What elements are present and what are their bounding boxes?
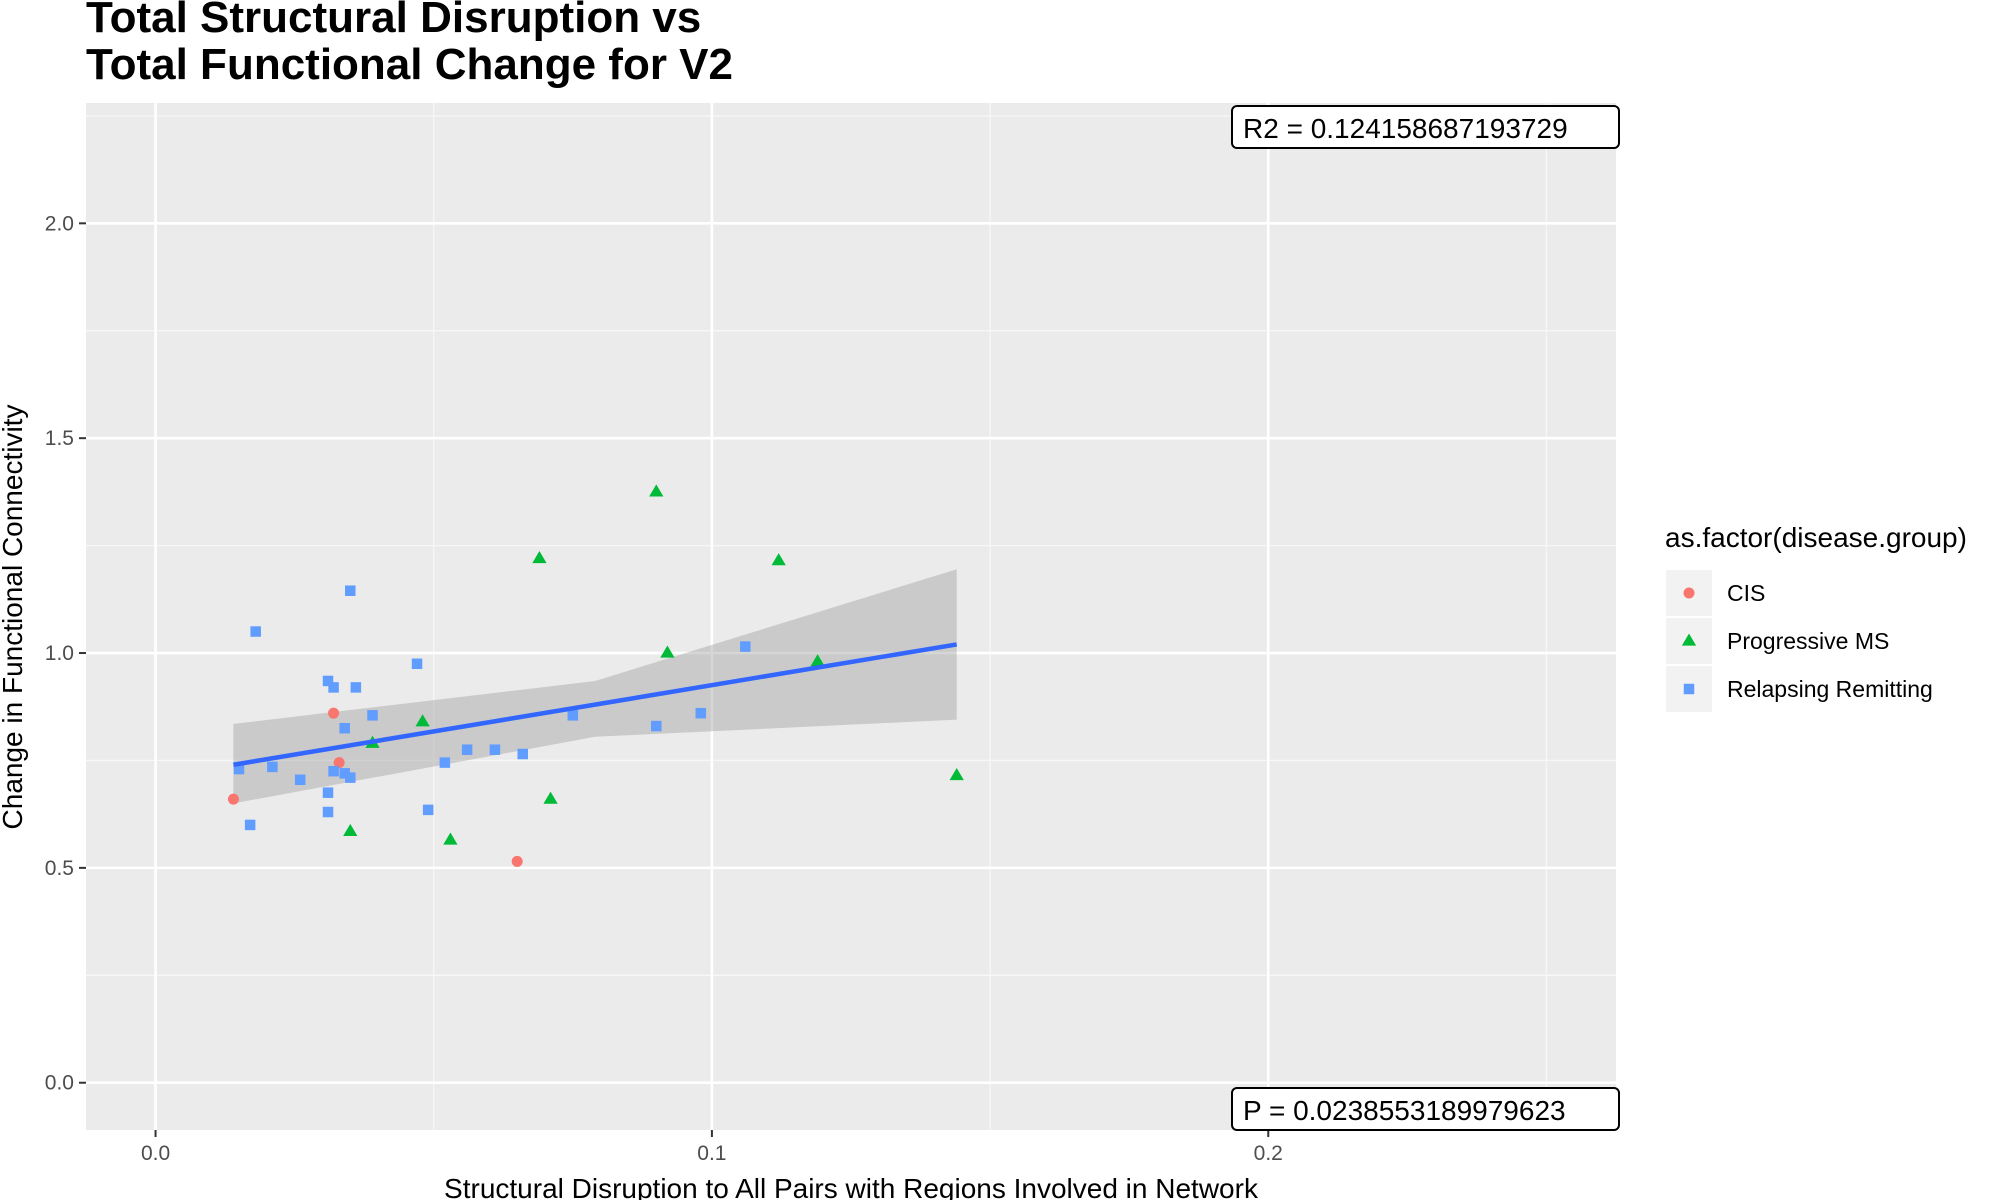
data-point-progressive-ms	[532, 550, 547, 564]
p-annotation-text: P = 0.0238553189979623	[1243, 1095, 1566, 1126]
axis-ticks	[79, 222, 1270, 1137]
r2-annotation: R2 = 0.124158687193729	[1231, 105, 1620, 149]
x-tick-label: 0.1	[697, 1142, 726, 1165]
data-point-relapsing-remitting	[461, 744, 473, 755]
data-point-relapsing-remitting	[345, 772, 356, 783]
data-point-relapsing-remitting	[422, 804, 434, 816]
data-point-relapsing-remitting	[567, 710, 579, 721]
chart-title-line-1: Total Structural Disruption vs	[86, 0, 701, 42]
p-annotation: P = 0.0238553189979623	[1231, 1087, 1620, 1131]
minor-gridlines	[86, 103, 1616, 1130]
axis-tick-labels: 0.0 0.1 0.2 0.0 0.5 1.0 1.5 2.0	[45, 212, 1283, 1165]
regression-line	[233, 642, 958, 767]
r2-annotation-box	[1231, 105, 1620, 149]
data-point-relapsing-remitting	[411, 658, 423, 670]
legend-key-progressive-ms	[1681, 633, 1697, 646]
y-tick-label: 2.0	[45, 212, 74, 235]
data-point-progressive-ms	[343, 823, 358, 837]
x-tick-label: 0.2	[1254, 1142, 1283, 1165]
data-point-relapsing-remitting	[233, 763, 245, 775]
data-point-relapsing-remitting	[367, 710, 378, 721]
data-point-relapsing-remitting	[267, 761, 278, 773]
data-points-layer	[227, 484, 964, 867]
y-tick-label: 0.0	[45, 1072, 74, 1095]
y-axis-title: Change in Functional Connectivity	[0, 405, 28, 830]
data-point-cis	[227, 793, 239, 805]
x-tick-label: 0.0	[141, 1142, 170, 1165]
data-point-relapsing-remitting	[322, 787, 334, 798]
data-point-relapsing-remitting	[350, 682, 362, 693]
data-point-progressive-ms	[771, 553, 786, 566]
legend-key-relapsing-remitting	[1683, 683, 1695, 695]
data-point-progressive-ms	[415, 714, 430, 727]
data-point-progressive-ms	[660, 645, 675, 658]
data-point-relapsing-remitting	[250, 626, 261, 637]
regression-line-layer	[233, 642, 958, 767]
confidence-band	[233, 569, 957, 804]
data-point-relapsing-remitting	[489, 744, 501, 755]
data-point-relapsing-remitting	[339, 768, 350, 779]
data-point-progressive-ms	[443, 832, 458, 845]
data-point-progressive-ms	[810, 654, 825, 667]
data-point-relapsing-remitting	[651, 720, 662, 732]
data-point-relapsing-remitting	[345, 585, 356, 596]
data-point-progressive-ms	[949, 767, 964, 781]
data-point-relapsing-remitting	[244, 819, 256, 831]
legend-label-cis: CIS	[1727, 580, 1765, 606]
confidence-band-layer	[233, 569, 957, 804]
data-point-relapsing-remitting	[740, 641, 751, 652]
major-gridlines	[86, 103, 1616, 1130]
y-tick-label: 1.5	[45, 427, 74, 450]
chart-title-line-2: Total Functional Change for V2	[86, 40, 733, 89]
legend-key-cis	[1683, 587, 1695, 599]
p-annotation-box	[1231, 1087, 1620, 1131]
legend-label-progressive-ms: Progressive MS	[1727, 628, 1889, 654]
data-point-relapsing-remitting	[322, 675, 334, 687]
data-point-cis	[328, 707, 340, 719]
legend-title: as.factor(disease.group)	[1665, 522, 1967, 553]
legend: as.factor(disease.group) CIS Progressive …	[1665, 522, 1967, 712]
legend-label-relapsing-remitting: Relapsing Remitting	[1727, 676, 1933, 702]
data-point-relapsing-remitting	[439, 757, 451, 768]
data-point-progressive-ms	[543, 791, 558, 804]
data-point-relapsing-remitting	[294, 774, 306, 786]
data-point-progressive-ms	[649, 484, 664, 497]
x-axis-title: Structural Disruption to All Pairs with …	[444, 1173, 1259, 1200]
data-point-relapsing-remitting	[328, 682, 339, 693]
plot-panel	[86, 103, 1616, 1130]
legend-items: CIS Progressive MS Relapsing Remitting	[1666, 570, 1933, 712]
y-tick-label: 0.5	[45, 857, 74, 880]
data-point-relapsing-remitting	[695, 707, 707, 719]
data-point-cis	[511, 855, 523, 867]
y-tick-label: 1.0	[45, 642, 74, 665]
r2-annotation-text: R2 = 0.124158687193729	[1243, 113, 1568, 144]
data-point-relapsing-remitting	[328, 765, 339, 777]
data-point-relapsing-remitting	[517, 748, 528, 760]
data-point-cis	[333, 757, 345, 769]
data-point-relapsing-remitting	[339, 722, 350, 734]
data-point-relapsing-remitting	[322, 806, 334, 818]
